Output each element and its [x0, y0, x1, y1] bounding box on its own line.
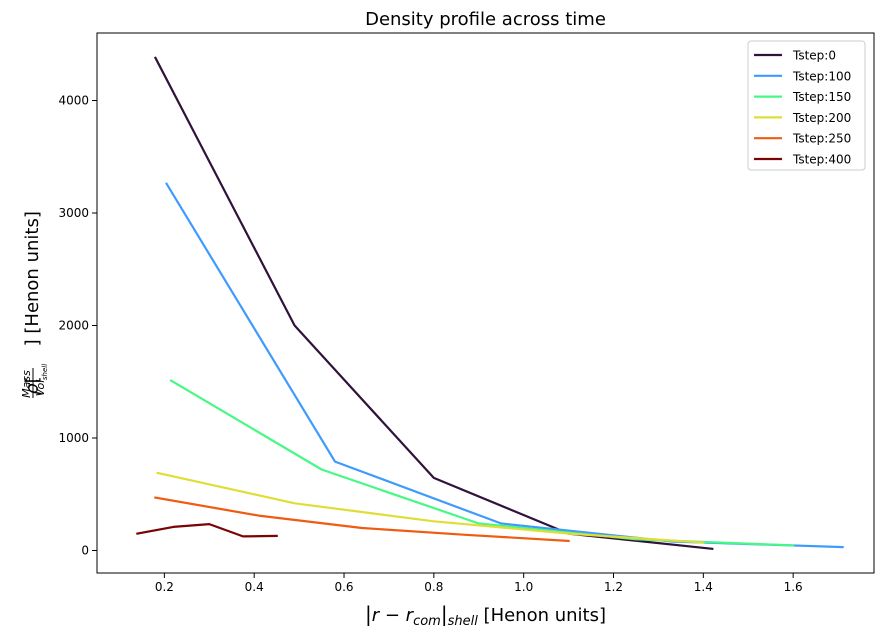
legend-label-4: Tstep:250: [792, 132, 851, 146]
legend: Tstep:0 Tstep:100 Tstep:150 Tstep:200 Tstep:…: [747, 40, 866, 171]
x-tick-label: 1.6: [784, 580, 803, 594]
chart-title: Density profile across time: [365, 9, 606, 30]
legend-label-1: Tstep:100: [792, 69, 851, 83]
series-line-1: [165, 182, 844, 549]
x-tick-label: 0.6: [334, 580, 353, 594]
x-tick-label: 1.0: [514, 580, 533, 594]
series-line-0: [153, 56, 714, 551]
y-axis-ticks: 0 1000 2000 3000 4000: [58, 94, 97, 558]
x-tick-label: 0.2: [155, 580, 174, 594]
legend-label-0: Tstep:0: [792, 49, 836, 63]
svg-text:Mass: Mass: [20, 370, 33, 398]
x-axis-ticks: 0.2 0.4 0.6 0.8 1.0 1.2 1.4 1.6: [155, 573, 803, 594]
series-line-2: [169, 379, 795, 547]
legend-label-5: Tstep:400: [792, 153, 851, 167]
legend-label-3: Tstep:200: [792, 111, 851, 125]
x-axis-label: |r − rcom|shell [Henon units]: [365, 602, 606, 629]
x-tick-label: 0.8: [424, 580, 443, 594]
y-tick-label: 4000: [58, 94, 89, 108]
svg-text:ρ[] [Henon units]: ρ[] [Henon units]: [22, 211, 43, 395]
x-tick-label: 0.4: [245, 580, 264, 594]
series-line-5: [136, 522, 278, 538]
x-tick-label: 1.4: [694, 580, 713, 594]
y-tick-label: 1000: [58, 431, 89, 445]
svg-text:shell: shell: [41, 364, 49, 380]
y-tick-label: 2000: [58, 319, 89, 333]
legend-label-2: Tstep:150: [792, 90, 851, 104]
svg-text:Vol: Vol: [34, 380, 47, 397]
series-line-4: [154, 496, 570, 543]
series-line-3: [156, 471, 705, 544]
y-tick-label: 0: [81, 544, 89, 558]
x-tick-label: 1.2: [604, 580, 623, 594]
y-tick-label: 3000: [58, 206, 89, 220]
y-axis-label: ρ[] [Henon units] Mass Vol shell: [20, 211, 49, 398]
plot-frame: [96, 32, 875, 574]
plot-lines: [136, 56, 844, 551]
